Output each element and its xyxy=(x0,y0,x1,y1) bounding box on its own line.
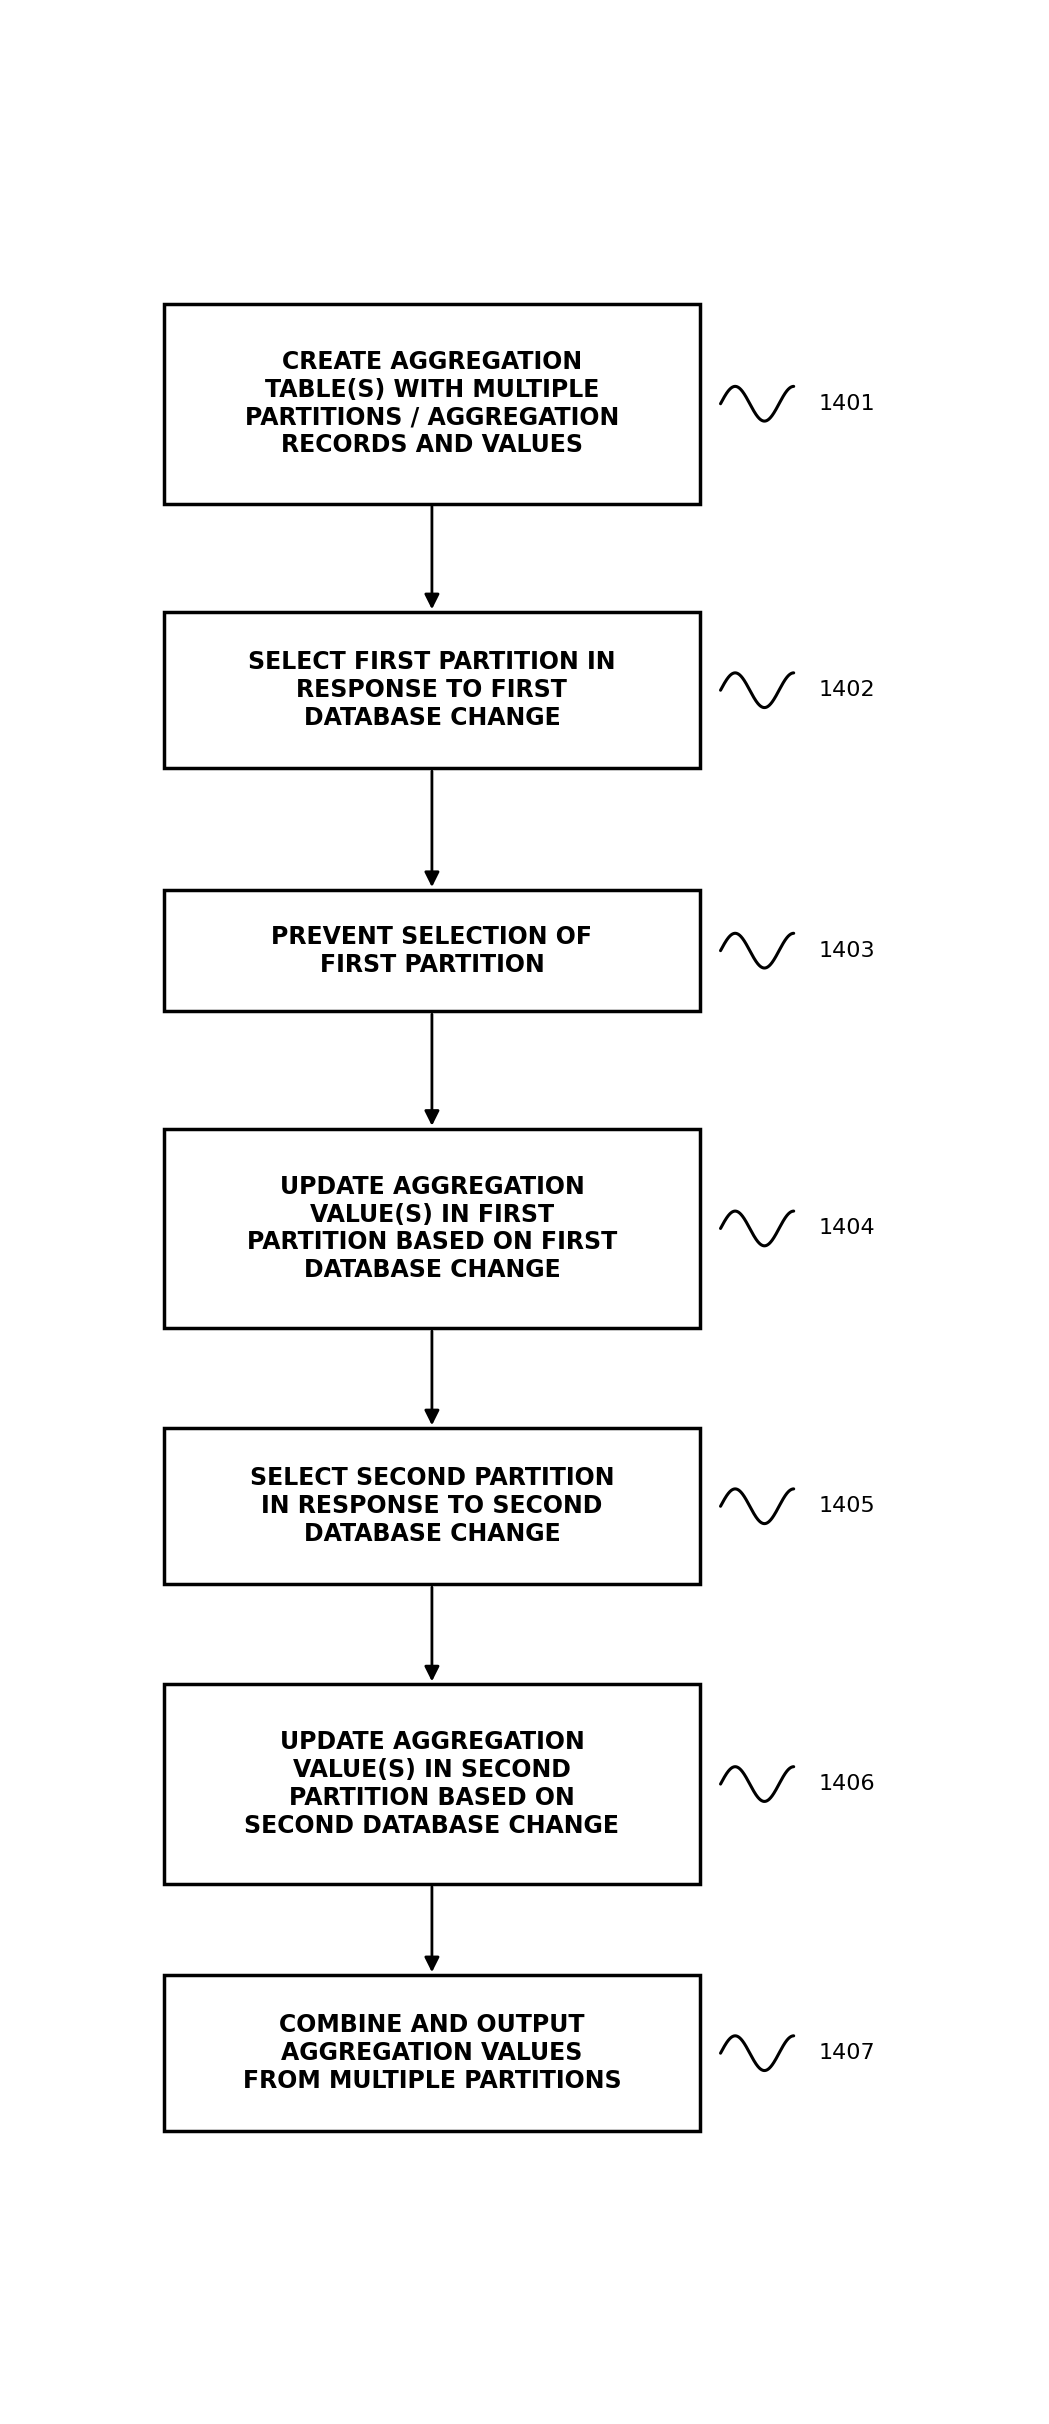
Text: 1405: 1405 xyxy=(818,1496,875,1517)
Text: UPDATE AGGREGATION
VALUE(S) IN FIRST
PARTITION BASED ON FIRST
DATABASE CHANGE: UPDATE AGGREGATION VALUE(S) IN FIRST PAR… xyxy=(247,1176,617,1282)
Text: 1407: 1407 xyxy=(818,2043,875,2063)
FancyBboxPatch shape xyxy=(164,1428,701,1585)
FancyBboxPatch shape xyxy=(164,890,701,1011)
FancyBboxPatch shape xyxy=(164,303,701,504)
Text: COMBINE AND OUTPUT
AGGREGATION VALUES
FROM MULTIPLE PARTITIONS: COMBINE AND OUTPUT AGGREGATION VALUES FR… xyxy=(242,2014,621,2092)
Text: PREVENT SELECTION OF
FIRST PARTITION: PREVENT SELECTION OF FIRST PARTITION xyxy=(272,926,593,977)
Text: 1406: 1406 xyxy=(818,1774,875,1794)
FancyBboxPatch shape xyxy=(164,1976,701,2131)
Text: 1404: 1404 xyxy=(818,1219,875,1239)
Text: 1402: 1402 xyxy=(818,681,875,701)
Text: SELECT SECOND PARTITION
IN RESPONSE TO SECOND
DATABASE CHANGE: SELECT SECOND PARTITION IN RESPONSE TO S… xyxy=(250,1467,614,1547)
FancyBboxPatch shape xyxy=(164,613,701,768)
Text: UPDATE AGGREGATION
VALUE(S) IN SECOND
PARTITION BASED ON
SECOND DATABASE CHANGE: UPDATE AGGREGATION VALUE(S) IN SECOND PA… xyxy=(244,1731,619,1837)
Text: 1403: 1403 xyxy=(818,941,875,960)
Text: CREATE AGGREGATION
TABLE(S) WITH MULTIPLE
PARTITIONS / AGGREGATION
RECORDS AND V: CREATE AGGREGATION TABLE(S) WITH MULTIPL… xyxy=(244,349,619,458)
Text: SELECT FIRST PARTITION IN
RESPONSE TO FIRST
DATABASE CHANGE: SELECT FIRST PARTITION IN RESPONSE TO FI… xyxy=(249,650,616,730)
Text: 1401: 1401 xyxy=(818,393,875,415)
FancyBboxPatch shape xyxy=(164,1685,701,1883)
FancyBboxPatch shape xyxy=(164,1130,701,1328)
